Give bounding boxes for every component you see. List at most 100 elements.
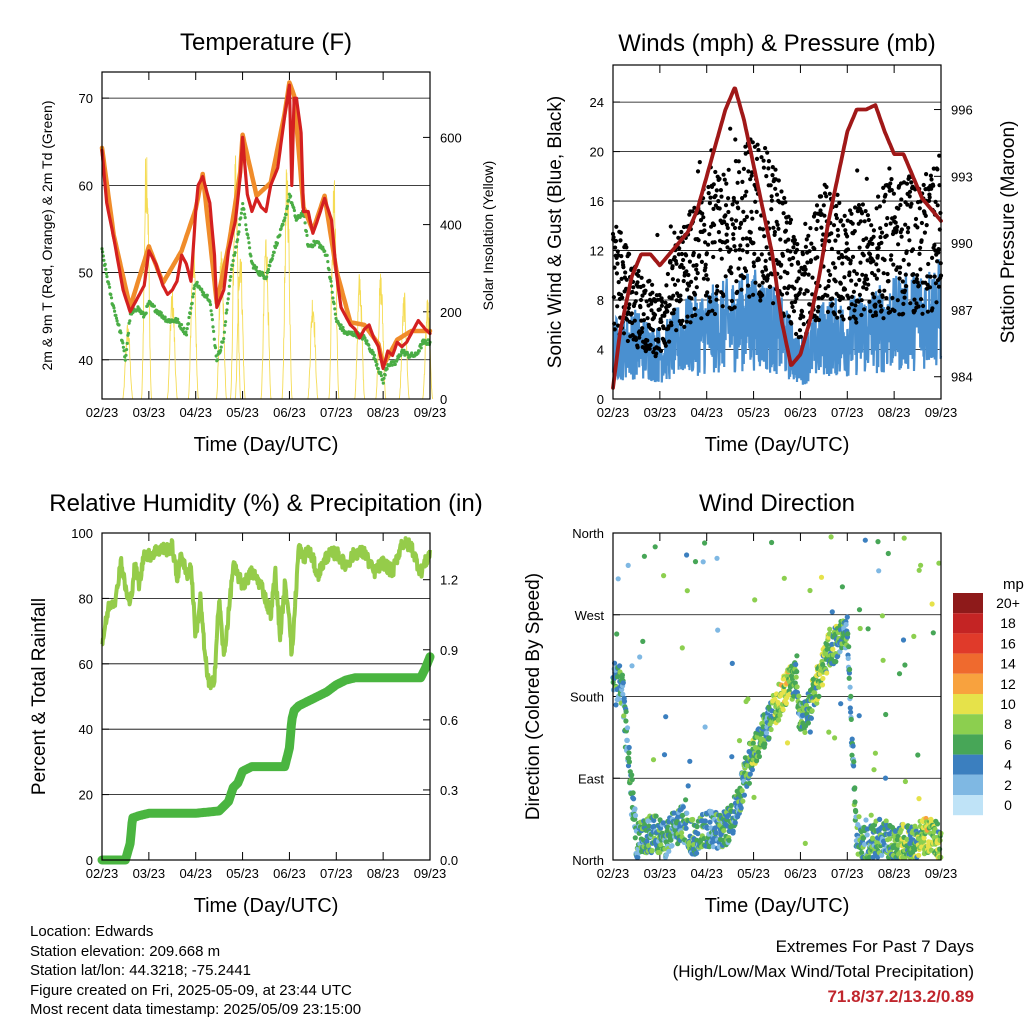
- gust-point: [785, 291, 790, 296]
- gust-point: [806, 272, 811, 277]
- gust-point: [897, 270, 903, 275]
- gust-point: [860, 202, 866, 207]
- legend-label: 14: [1000, 656, 1016, 672]
- direction-point: [730, 828, 736, 834]
- wind-y2tick-label: 996: [951, 103, 973, 118]
- gust-point: [749, 173, 754, 178]
- dewpoint-point: [191, 292, 196, 296]
- gust-point: [636, 268, 641, 274]
- gust-point: [863, 209, 868, 214]
- gust-point: [789, 321, 794, 326]
- gust-point: [879, 240, 884, 245]
- gust-point: [667, 303, 672, 308]
- gust-point: [710, 308, 715, 313]
- gust-point: [685, 314, 690, 319]
- gust-point: [713, 193, 718, 198]
- gust-point: [621, 331, 627, 336]
- gust-point: [908, 301, 913, 306]
- gust-point: [863, 273, 869, 278]
- gust-point: [936, 247, 941, 252]
- gust-point: [903, 272, 908, 277]
- dir-ytick-label: North: [572, 526, 604, 541]
- direction-point: [843, 621, 849, 628]
- gust-point: [792, 286, 797, 291]
- gust-point: [901, 301, 906, 306]
- wind-ytick-label: 12: [590, 244, 604, 259]
- gust-point: [613, 245, 618, 250]
- direction-point: [883, 818, 889, 824]
- gust-point: [768, 284, 773, 289]
- dewpoint-point: [272, 250, 276, 254]
- gust-point: [751, 260, 756, 265]
- gust-point: [849, 278, 854, 283]
- gust-point: [660, 299, 665, 304]
- gust-point: [726, 196, 731, 201]
- temp-xtick-label: 04/23: [179, 405, 212, 420]
- dewpoint-point: [195, 280, 199, 284]
- gust-point: [769, 194, 774, 199]
- gust-point: [822, 213, 827, 218]
- gust-point: [918, 267, 923, 272]
- gust-point: [692, 205, 697, 210]
- direction-point: [856, 607, 863, 613]
- solar-insolation-trace: [422, 299, 434, 400]
- gust-point: [889, 177, 894, 182]
- solar-insolation-trace: [260, 239, 272, 400]
- dewpoint-point: [399, 353, 403, 357]
- gust-point: [739, 220, 744, 225]
- gust-point: [748, 177, 753, 182]
- dewpoint-point: [339, 323, 343, 327]
- wind-xtick-label: 07/23: [831, 405, 864, 420]
- gust-point: [907, 189, 913, 194]
- dewpoint-point: [326, 260, 330, 264]
- direction-point: [864, 832, 870, 838]
- gust-point: [703, 240, 708, 245]
- rh-title: Relative Humidity (%) & Precipitation (i…: [49, 490, 482, 517]
- gust-point: [891, 262, 896, 267]
- dewpoint-point: [234, 245, 238, 249]
- wind-panel: 02/23 03/23 04/23 05/23 06/23 07/23 08/23 09/23…: [545, 30, 1019, 456]
- direction-point: [646, 843, 652, 849]
- gust-point: [759, 252, 764, 257]
- dewpoint-point: [393, 362, 397, 366]
- wind-xtick-label: 08/23: [878, 405, 911, 420]
- dewpoint-point: [104, 267, 108, 271]
- gust-point: [912, 297, 917, 302]
- temp-ytick-label: 70: [79, 91, 93, 106]
- temp-ylabel: 2m & 9m T (Red, Orange) & 2m Td (Green): [39, 101, 55, 371]
- info-created: Figure created on Fri, 2025-05-09, at 23…: [30, 981, 352, 999]
- gust-point: [889, 253, 894, 258]
- wind-title: Winds (mph) & Pressure (mb): [618, 30, 935, 57]
- direction-point: [652, 544, 658, 550]
- gust-point: [899, 197, 904, 202]
- gust-point: [867, 299, 872, 304]
- direction-point: [746, 780, 753, 786]
- gust-point: [740, 236, 746, 241]
- gust-point: [751, 240, 756, 245]
- legend-label: 12: [1000, 676, 1016, 692]
- gust-point: [763, 146, 768, 151]
- direction-point: [690, 816, 696, 823]
- dewpoint-point: [152, 304, 156, 308]
- direction-point: [623, 709, 629, 715]
- gust-point: [885, 271, 890, 277]
- direction-point: [847, 666, 853, 673]
- rh-y2tick-label: 0.0: [440, 853, 458, 868]
- gust-point: [874, 206, 879, 211]
- gust-point: [864, 176, 869, 181]
- gust-point: [684, 253, 689, 258]
- direction-point: [916, 567, 922, 573]
- gust-point: [896, 206, 901, 211]
- dewpoint-point: [390, 363, 394, 367]
- dewpoint-point: [114, 316, 119, 320]
- gust-point: [644, 299, 649, 304]
- gust-point: [665, 309, 670, 314]
- direction-point: [853, 808, 859, 815]
- gust-point: [647, 346, 652, 351]
- gust-point: [763, 267, 769, 272]
- gust-point: [754, 209, 759, 214]
- direction-point: [615, 576, 621, 582]
- gust-point: [892, 215, 897, 220]
- gust-point: [904, 284, 909, 289]
- gust-point: [707, 201, 713, 206]
